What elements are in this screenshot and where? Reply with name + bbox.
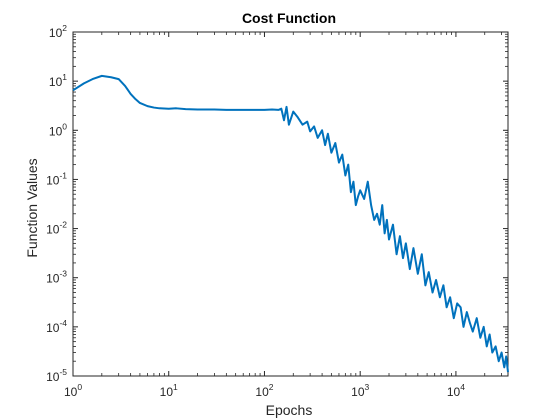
y-tick-label: 10-3: [46, 269, 67, 286]
y-tick-label: 102: [49, 23, 67, 40]
cost-series-line: [72, 74, 509, 373]
y-tick-label: 10-1: [46, 170, 67, 187]
x-tick-label: 102: [255, 382, 273, 399]
chart-title: Cost Function: [242, 10, 336, 26]
x-tick-label: 103: [351, 382, 369, 399]
x-tick-label: 104: [447, 382, 465, 399]
x-axis-label: Epochs: [266, 402, 313, 418]
y-axis: 10-5 10-4 10-3 10-2 10-1 100 101 102: [46, 23, 508, 384]
y-tick-label: 10-2: [46, 220, 67, 237]
y-tick-label: 101: [49, 72, 67, 89]
series-layer: [72, 74, 509, 373]
x-axis: 100 101 102 103 104: [64, 32, 502, 399]
x-tick-label: 101: [160, 382, 178, 399]
plot-box: [72, 31, 509, 377]
plot-area: [72, 31, 509, 377]
y-tick-label: 10-4: [46, 318, 67, 335]
y-tick-label: 10-5: [46, 367, 67, 384]
y-axis-label: Function Values: [24, 158, 40, 257]
x-tick-label: 100: [64, 382, 82, 399]
y-tick-label: 100: [49, 121, 67, 138]
